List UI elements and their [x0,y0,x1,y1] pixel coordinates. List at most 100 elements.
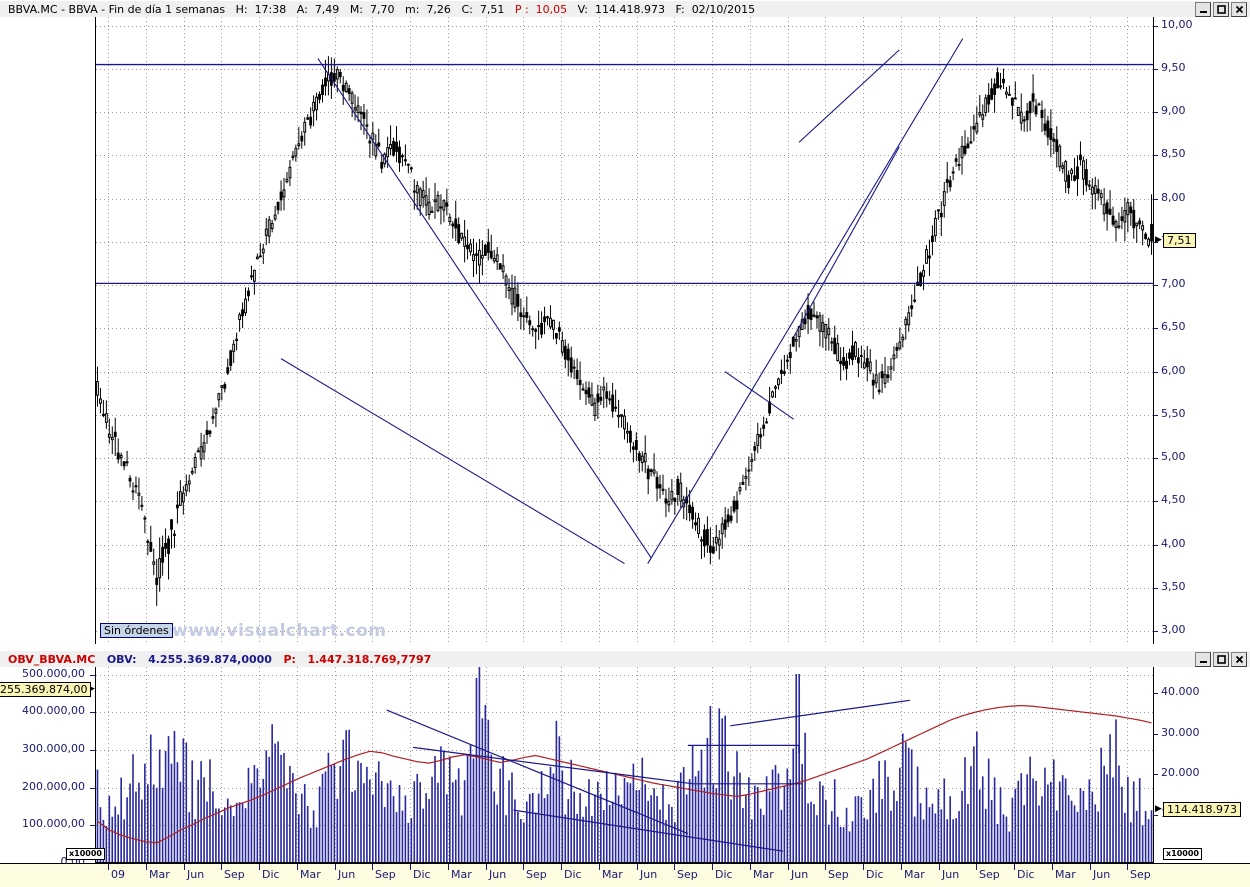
time-axis-tick-mark [674,864,675,870]
label-p: P : [514,2,529,16]
label-min: m: [405,2,420,16]
time-axis-tick-label: Dic [413,868,431,881]
price-axis-tick-mark [1153,631,1158,633]
obv-trendline-overlays [386,699,910,852]
price-window-title: BBVA.MC - BBVA - Fin de día 1 semanas H:… [0,3,755,16]
obv-right-tick-label: 40.000 [1161,685,1200,699]
obv-p-value: 1.447.318.769,7797 [307,652,432,666]
price-axis-tick-mark [1153,198,1158,200]
price-axis-tick-mark [1153,458,1158,460]
price-axis-tick-label: 3,00 [1161,623,1186,637]
minimize-icon[interactable] [1195,2,1211,17]
obv-close-icon[interactable] [1231,652,1247,667]
time-axis-tick-label: Dic [262,868,280,881]
trendline-overlays [96,38,1153,565]
time-axis-tick-mark [146,864,147,870]
time-axis-tick-label: Jun [338,868,356,881]
time-axis-tick-label: Jun [1093,868,1111,881]
obv-left-tick-label: 400.000,00 [22,704,85,718]
value-volume: 114.418.973 [595,2,665,16]
value-close: 7,51 [479,2,505,16]
time-axis-tick-label: Jun [187,868,205,881]
obv-left-tick-label: 100.000,00 [22,817,85,831]
current-price-tag[interactable]: 7,51 [1163,232,1196,248]
value-a: 7,49 [314,2,340,16]
price-axis-tick-label: 8,00 [1161,190,1186,204]
maximize-icon[interactable] [1213,2,1229,17]
price-tag-arrow-icon: ▶ [1155,234,1162,245]
price-axis-tick-mark [1153,587,1158,589]
time-axis-tick-label: 09 [111,868,125,881]
obv-minimize-icon[interactable] [1195,652,1211,667]
time-axis-tick-label: Dic [1017,868,1035,881]
value-p: 10,05 [535,2,568,16]
obv-label: OBV: [106,652,137,666]
time-axis-tick-label: Mar [602,868,623,881]
obv-right-value-tag[interactable]: 114.418.973 [1163,802,1241,817]
obv-window-titlebar[interactable]: OBV_BBVA.MC OBV: 4.255.369.874,0000 P: 1… [0,650,1250,668]
price-axis-tick-label: 3,50 [1161,579,1186,593]
price-axis-tick-label: 4,50 [1161,493,1186,507]
obv-left-tick-label: 0,00 [60,855,86,868]
price-plot-right-border [1153,17,1154,644]
value-date: 02/10/2015 [691,2,756,16]
time-axis-tick-mark [486,864,487,870]
obv-left-tick-label: 300.000,00 [22,741,85,755]
price-axis-tick-label: 9,50 [1161,60,1186,74]
obv-left-tick-mark [90,712,95,714]
obv-line-series [97,704,1152,844]
time-axis-tick-mark [976,864,977,870]
value-h: 17:38 [254,2,287,16]
price-plot-area[interactable] [96,17,1153,644]
obv-left-tick-mark [90,674,95,676]
time-axis-tick-label: Mar [1055,868,1076,881]
time-axis-tick-mark [523,864,524,870]
time-axis-tick-mark [712,864,713,870]
price-axis-tick-label: 4,00 [1161,536,1186,550]
time-axis-tick-mark [108,864,109,870]
time-axis-tick-mark [750,864,751,870]
price-axis-tick-mark [1153,501,1158,503]
time-axis-tick-mark [297,864,298,870]
orders-status-button[interactable]: Sin órdenes [100,623,173,638]
time-axis-tick-mark [939,864,940,870]
time-axis-tick-label: Dic [715,868,733,881]
obv-maximize-icon[interactable] [1213,652,1229,667]
obv-chart-panel[interactable]: 0,00 100.000,00 200.000,00 300.000,00 400.00… [0,667,1250,867]
price-window-titlebar[interactable]: BBVA.MC - BBVA - Fin de día 1 semanas H:… [0,0,1250,18]
close-icon[interactable] [1231,2,1247,17]
time-axis-tick-mark [1014,864,1015,870]
time-axis-tick-label: Jun [640,868,658,881]
instrument-title: BBVA.MC - BBVA - Fin de día 1 semanas [8,2,226,16]
obv-plot-area[interactable] [96,667,1153,863]
time-axis[interactable]: 09 Mar Jun Sep Dic Mar Jun Sep Dic Mar Jun Sep Dic Ma… [0,863,1250,887]
price-chart-panel[interactable]: 3,003,504,004,505,005,506,006,507,007,50… [0,17,1250,644]
time-axis-tick-mark [637,864,638,870]
time-axis-tick-mark [561,864,562,870]
obv-plot-right-border [1153,667,1154,863]
price-axis-tick-label: 6,50 [1161,320,1186,334]
time-axis-tick-label: Mar [300,868,321,881]
price-axis-tick-mark [1153,371,1158,373]
obv-plot-left-border [95,667,96,863]
time-axis-tick-label: Jun [791,868,809,881]
label-max: M: [349,2,364,16]
obv-plot-bottom-border [95,862,1154,863]
price-axis-tick-label: 5,00 [1161,450,1186,464]
value-min: 7,26 [426,2,451,16]
price-axis-right[interactable]: 3,003,504,004,505,005,506,006,507,007,50… [1153,17,1250,644]
time-axis-tick-mark [335,864,336,870]
label-a: A: [296,2,308,16]
obv-left-value-tag[interactable]: 255.369.874,00 [0,682,92,697]
obv-window-title: OBV_BBVA.MC OBV: 4.255.369.874,0000 P: 1… [0,653,431,666]
time-axis-tick-label: Sep [375,868,396,881]
time-axis-tick-mark [599,864,600,870]
obv-right-tick-label: 20.000 [1161,766,1200,780]
time-axis-tick-mark [901,864,902,870]
price-axis-tick-mark [1153,285,1158,287]
time-axis-tick-label: Mar [149,868,170,881]
obv-right-tick-mark [1153,693,1158,695]
obv-indicator-name: OBV_BBVA.MC [8,652,96,666]
